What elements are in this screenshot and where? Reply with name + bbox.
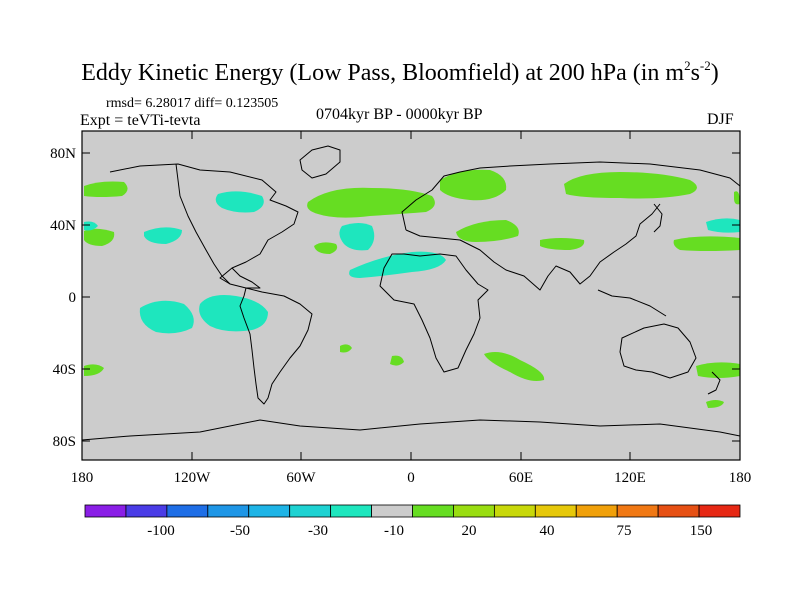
colorbar-label: 150 bbox=[690, 523, 713, 539]
lon-label: 180 bbox=[71, 470, 94, 486]
colorbar-swatch bbox=[84, 504, 127, 518]
anomaly-region bbox=[349, 251, 446, 278]
north-america-west-coast bbox=[175, 163, 231, 285]
eurasia-north-coast bbox=[401, 161, 741, 231]
anomaly-region bbox=[340, 344, 352, 353]
anomaly-region bbox=[215, 191, 264, 213]
colorbar-swatch bbox=[125, 504, 168, 518]
colorbar-swatch bbox=[330, 504, 372, 518]
anomaly-region bbox=[706, 218, 740, 233]
anomaly-region bbox=[144, 227, 182, 244]
experiment-label: Expt = teVTi-tevta bbox=[80, 112, 201, 129]
colorbar-swatch bbox=[166, 504, 209, 518]
anomaly-region bbox=[199, 295, 268, 332]
colorbar bbox=[84, 504, 741, 518]
colorbar-label: -10 bbox=[384, 523, 404, 539]
lat-label: 40N bbox=[50, 218, 76, 234]
anomaly-region bbox=[314, 242, 338, 254]
colorbar-swatch bbox=[412, 504, 454, 518]
anomaly-region bbox=[307, 187, 435, 218]
colorbar-label: -30 bbox=[308, 523, 328, 539]
stats-label: rmsd= 6.28017 diff= 0.123505 bbox=[106, 96, 279, 111]
lon-label: 0 bbox=[407, 470, 415, 486]
anomaly-region bbox=[84, 228, 115, 246]
colorbar-labels: -100 -50 -30 -10 20 40 75 150 bbox=[147, 523, 712, 539]
anomaly-region bbox=[339, 223, 375, 251]
colorbar-swatch bbox=[289, 504, 332, 518]
negative-anomaly-regions bbox=[84, 191, 740, 334]
colorbar-swatch bbox=[534, 504, 577, 518]
eurasia-south-coast bbox=[405, 203, 661, 291]
lat-label: 80N bbox=[50, 146, 76, 162]
anomaly-region bbox=[673, 236, 740, 251]
colorbar-swatch bbox=[453, 504, 495, 518]
south-america-coast bbox=[239, 287, 313, 405]
anomaly-region bbox=[440, 169, 507, 201]
lon-label: 120W bbox=[174, 470, 212, 486]
anomaly-region bbox=[564, 172, 697, 199]
colorbar-swatch bbox=[371, 504, 413, 518]
colorbar-label: 20 bbox=[462, 523, 477, 539]
plot-title: Eddy Kinetic Energy (Low Pass, Bloomfiel… bbox=[81, 58, 719, 86]
anomaly-region bbox=[84, 364, 104, 376]
colorbar-swatch bbox=[698, 504, 741, 518]
anomaly-region bbox=[84, 181, 128, 197]
colorbar-swatch bbox=[248, 504, 291, 518]
colorbar-label: 75 bbox=[617, 523, 632, 539]
coastlines bbox=[81, 145, 741, 441]
lat-label: 0 bbox=[69, 290, 77, 306]
lon-label: 60E bbox=[509, 470, 533, 486]
colorbar-swatch bbox=[493, 504, 536, 518]
period-label: 0704kyr BP - 0000kyr BP bbox=[316, 106, 483, 123]
indonesia-coast bbox=[597, 289, 667, 317]
colorbar-swatch bbox=[616, 504, 659, 518]
anomaly-region bbox=[706, 400, 724, 408]
antarctica-coast bbox=[81, 419, 741, 441]
anomaly-region bbox=[484, 352, 545, 381]
lon-label: 120E bbox=[614, 470, 646, 486]
japan-coast bbox=[653, 203, 663, 233]
anomaly-region bbox=[390, 355, 404, 366]
lat-ticks bbox=[82, 152, 740, 442]
lat-labels: 80N 40N 0 40S 80S bbox=[50, 146, 76, 450]
anomaly-region bbox=[734, 191, 740, 205]
lat-label: 80S bbox=[53, 434, 76, 450]
greenland-coast bbox=[299, 145, 341, 179]
anomaly-region bbox=[540, 238, 585, 250]
colorbar-label: 40 bbox=[540, 523, 555, 539]
positive-anomaly-regions bbox=[84, 169, 740, 408]
lon-labels: 180 120W 60W 0 60E 120E 180 bbox=[71, 470, 752, 486]
colorbar-swatch bbox=[207, 504, 250, 518]
season-label: DJF bbox=[707, 111, 734, 128]
anomaly-region bbox=[696, 362, 740, 378]
anomaly-region bbox=[456, 220, 519, 242]
colorbar-swatch bbox=[657, 504, 700, 518]
lon-ticks bbox=[81, 131, 741, 460]
colorbar-label: -100 bbox=[147, 523, 175, 539]
north-america-coast bbox=[109, 163, 299, 289]
australia-coast bbox=[619, 323, 697, 379]
anomaly-region bbox=[139, 300, 194, 334]
africa-coast bbox=[379, 253, 489, 373]
colorbar-label: -50 bbox=[230, 523, 250, 539]
lon-label: 180 bbox=[729, 470, 752, 486]
lat-label: 40S bbox=[53, 362, 76, 378]
colorbar-swatch bbox=[575, 504, 618, 518]
map-panel bbox=[81, 130, 741, 461]
lon-label: 60W bbox=[286, 470, 316, 486]
anomaly-region bbox=[84, 221, 98, 231]
new-zealand-coast bbox=[707, 371, 721, 395]
